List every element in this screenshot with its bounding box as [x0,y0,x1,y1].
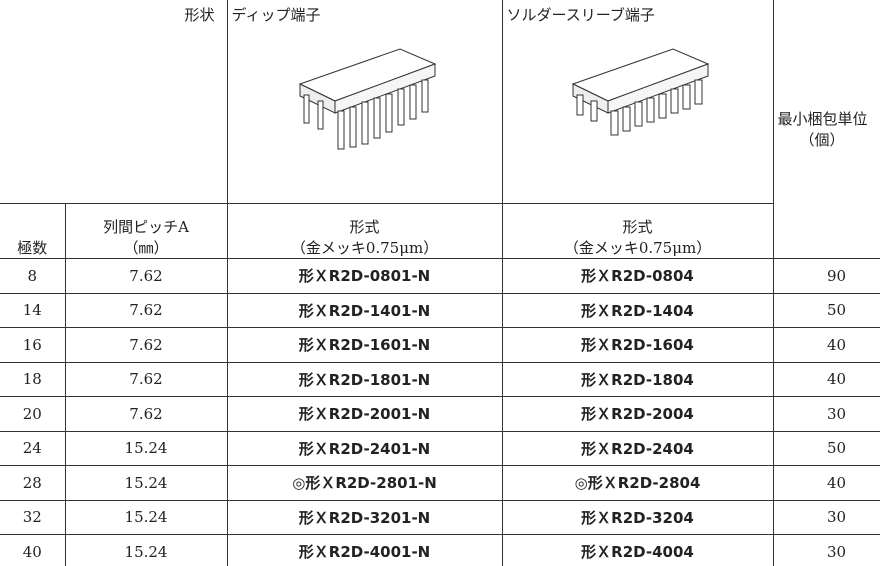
pitch-header: 列間ピッチA （㎜） [64,203,228,259]
dip-model-cell: 形ＸR2D-1801-N [226,361,503,397]
dip-model-cell: 形ＸR2D-0801-N [226,258,503,294]
shape-label: 形状 [184,6,215,24]
pitch-cell: 15.24 [64,499,228,535]
poles-cell: 32 [0,499,66,535]
min-pack-cell: 50 [772,430,880,466]
sleeve-model-cell: 形ＸR2D-3204 [501,499,774,535]
sleeve-model-cell: 形ＸR2D-0804 [501,258,774,294]
pitch-cell: 7.62 [64,361,228,397]
dip-model-cell: 形ＸR2D-4001-N [226,534,503,566]
pitch-cell: 7.62 [64,292,228,328]
table-row: 40 15.24 形ＸR2D-4001-N 形ＸR2D-4004 30 [0,534,880,566]
dip-model-cell: 形ＸR2D-2401-N [226,430,503,466]
dip-chip-image [298,48,436,150]
dip-model-header: 形式 （金メッキ0.75μm） [226,203,503,259]
table-row: 24 15.24 形ＸR2D-2401-N 形ＸR2D-2404 50 [0,430,880,466]
poles-cell: 28 [0,465,66,501]
dip-model-unit: （金メッキ0.75μm） [290,239,439,257]
sleeve-model-header: 形式 （金メッキ0.75μm） [501,203,774,259]
min-pack-cell: 30 [772,499,880,535]
dip-model-cell: 形ＸR2D-1601-N [226,327,503,363]
shape-header: 形状 [0,0,228,204]
min-pack-cell: 40 [772,327,880,363]
pitch-label: 列間ピッチA [103,218,189,236]
pitch-cell: 15.24 [64,430,228,466]
pitch-cell: 15.24 [64,534,228,566]
pitch-cell: 15.24 [64,465,228,501]
table-row: 18 7.62 形ＸR2D-1801-N 形ＸR2D-1804 40 [0,361,880,397]
poles-cell: 16 [0,327,66,363]
table-row: 32 15.24 形ＸR2D-3201-N 形ＸR2D-3204 30 [0,499,880,535]
sleeve-model-cell: 形ＸR2D-1604 [501,327,774,363]
sleeve-model-unit: （金メッキ0.75μm） [563,239,712,257]
table-row: 8 7.62 形ＸR2D-0801-N 形ＸR2D-0804 90 [0,258,880,294]
table-row: 20 7.62 形ＸR2D-2001-N 形ＸR2D-2004 30 [0,396,880,432]
dip-label: ディップ端子 [231,6,321,24]
dip-model-cell: 形ＸR2D-1401-N [226,292,503,328]
poles-cell: 24 [0,430,66,466]
pitch-cell: 7.62 [64,258,228,294]
pitch-cell: 7.62 [64,327,228,363]
sleeve-model-cell: 形ＸR2D-2004 [501,396,774,432]
sleeve-model-cell: 形ＸR2D-4004 [501,534,774,566]
table-row: 28 15.24 ◎形ＸR2D-2801-N ◎形ＸR2D-2804 40 [0,465,880,501]
table-row: 16 7.62 形ＸR2D-1601-N 形ＸR2D-1604 40 [0,327,880,363]
sleeve-model-cell: 形ＸR2D-2404 [501,430,774,466]
sleeve-model-cell: 形ＸR2D-1404 [501,292,774,328]
min-pack-cell: 50 [772,292,880,328]
poles-label: 極数 [17,239,48,257]
pitch-cell: 7.62 [64,396,228,432]
min-pack-cell: 40 [772,465,880,501]
min-pack-cell: 30 [772,396,880,432]
dip-model-label: 形式 [349,218,380,236]
poles-cell: 18 [0,361,66,397]
poles-cell: 40 [0,534,66,566]
sleeve-model-cell: 形ＸR2D-1804 [501,361,774,397]
sleeve-label: ソルダースリーブ端子 [506,6,655,24]
table-row: 14 7.62 形ＸR2D-1401-N 形ＸR2D-1404 50 [0,292,880,328]
min-pack-unit: （個） [799,131,845,149]
pitch-unit: （㎜） [123,239,169,257]
sleeve-header: ソルダースリーブ端子 [501,0,774,204]
poles-cell: 20 [0,396,66,432]
dip-header: ディップ端子 [226,0,503,204]
dip-model-cell: 形ＸR2D-2001-N [226,396,503,432]
poles-header: 極数 [0,203,66,259]
poles-cell: 14 [0,292,66,328]
sleeve-model-cell: ◎形ＸR2D-2804 [501,465,774,501]
sleeve-model-label: 形式 [622,218,653,236]
min-pack-cell: 30 [772,534,880,566]
dip-model-cell: ◎形ＸR2D-2801-N [226,465,503,501]
min-pack-header: 最小梱包単位 （個） [772,0,880,259]
poles-cell: 8 [0,258,66,294]
dip-model-cell: 形ＸR2D-3201-N [226,499,503,535]
min-pack-cell: 90 [772,258,880,294]
min-pack-label: 最小梱包単位 [777,110,868,128]
min-pack-cell: 40 [772,361,880,397]
sleeve-chip-image [571,48,709,136]
